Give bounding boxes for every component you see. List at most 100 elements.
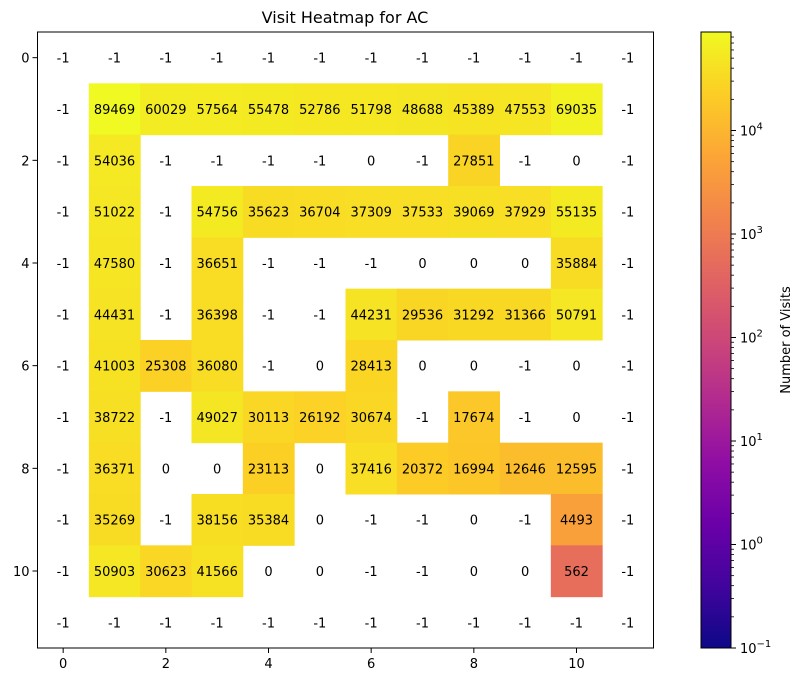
- cell-value-label: 47553: [504, 103, 545, 118]
- heatmap-cell: [140, 340, 192, 392]
- cell-value-label: -1: [621, 411, 634, 426]
- plot-frame: [37, 31, 654, 649]
- cell-value-label: 30674: [350, 411, 391, 426]
- cell-value-label: 55478: [248, 103, 289, 118]
- heatmap-cell: [448, 83, 500, 136]
- heatmap-cell: [242, 442, 295, 495]
- cell-value-label: -1: [57, 103, 70, 118]
- heatmap-cell: [550, 494, 603, 546]
- heatmap-cell: [550, 288, 603, 341]
- heatmap-cell: [140, 545, 192, 598]
- x-tick-label: 0: [59, 657, 67, 672]
- cell-value-label: -1: [416, 514, 429, 529]
- cell-value-label: 48688: [402, 103, 443, 118]
- heatmap-cell: [294, 186, 346, 238]
- cell-value-label: -1: [57, 154, 70, 169]
- cell-value-label: -1: [519, 411, 532, 426]
- cell-value-label: -1: [621, 616, 634, 631]
- cell-value-label: -1: [621, 154, 634, 169]
- colorbar-tick-label: 10−1: [740, 639, 771, 657]
- colorbar-tick-label: 103: [740, 225, 763, 243]
- cell-value-label: -1: [519, 52, 532, 67]
- heatmap-cell: [448, 134, 500, 187]
- cell-value-label: -1: [621, 257, 634, 272]
- cell-value-label: 562: [564, 565, 589, 580]
- cell-value-label: 37309: [350, 206, 391, 221]
- heatmap-cell: [191, 391, 244, 444]
- cell-value-label: 36371: [94, 462, 135, 477]
- cell-value-label: 0: [470, 360, 478, 375]
- cell-value-label: -1: [57, 257, 70, 272]
- cell-value-label: -1: [621, 462, 634, 477]
- cell-value-label: 0: [470, 565, 478, 580]
- cell-value-label: 4493: [560, 514, 593, 529]
- heatmap-cell: [345, 83, 398, 136]
- cell-value-label: -1: [519, 154, 532, 169]
- cell-value-label: 0: [572, 411, 580, 426]
- cell-value-label: 0: [316, 565, 324, 580]
- cell-value-label: -1: [621, 52, 634, 67]
- cell-value-label: -1: [570, 52, 583, 67]
- heatmap-cell: [191, 237, 244, 290]
- cell-value-label: 27851: [453, 154, 494, 169]
- colorbar-ticks: 10−1 100 101 102 103 104: [731, 36, 771, 657]
- cell-value-label: 37416: [350, 462, 391, 477]
- heatmap-cell: [242, 391, 295, 444]
- cell-value-label: 0: [316, 514, 324, 529]
- cell-value-label: 30113: [248, 411, 289, 426]
- cell-value-label: 16994: [453, 462, 494, 477]
- cell-value-label: 23113: [248, 462, 289, 477]
- heatmap-cell: [242, 494, 295, 546]
- heatmap-cell: [448, 391, 500, 444]
- cell-value-label: -1: [365, 257, 378, 272]
- cell-value-label: -1: [57, 462, 70, 477]
- cell-value-label: 0: [162, 462, 170, 477]
- cell-value-label: -1: [570, 616, 583, 631]
- cell-value-label: 0: [316, 462, 324, 477]
- heatmap-cell: [191, 83, 244, 136]
- heatmap-cell: [191, 186, 244, 238]
- heatmap-cell: [88, 340, 141, 392]
- heatmap-cell: [550, 83, 603, 136]
- heatmap-cell-labels: -1 -1 -1 -1 -1 -1 -1 -1 -1 -1 -1 -1 -1 89469 60029 5756…: [57, 52, 635, 632]
- heatmap-cell: [88, 545, 141, 598]
- cell-value-label: -1: [108, 616, 121, 631]
- cell-value-label: 35384: [248, 514, 289, 529]
- cell-value-label: -1: [262, 52, 275, 67]
- cell-value-label: -1: [159, 257, 172, 272]
- cell-value-label: 36704: [299, 206, 340, 221]
- cell-value-label: -1: [621, 514, 634, 529]
- y-tick-label: 0: [21, 52, 29, 67]
- y-tick-label: 4: [21, 257, 29, 272]
- cell-value-label: -1: [108, 52, 121, 67]
- cell-value-label: 60029: [145, 103, 186, 118]
- heatmap-cell: [499, 186, 552, 238]
- cell-value-label: -1: [262, 308, 275, 323]
- heatmap-cell: [448, 288, 500, 341]
- cell-value-label: -1: [519, 360, 532, 375]
- y-tick-label: 6: [21, 360, 29, 375]
- cell-value-label: -1: [313, 616, 326, 631]
- cell-value-label: 0: [521, 565, 529, 580]
- heatmap-cell: [345, 391, 398, 444]
- heatmap-cell: [499, 288, 552, 341]
- cell-value-label: -1: [365, 616, 378, 631]
- cell-value-label: 49027: [196, 411, 237, 426]
- heatmap-cell: [345, 186, 398, 238]
- heatmap-cell: [345, 442, 398, 495]
- heatmap-cell: [140, 83, 192, 136]
- cell-value-label: -1: [621, 103, 634, 118]
- cell-value-label: 12595: [556, 462, 597, 477]
- cell-value-label: -1: [211, 154, 224, 169]
- cell-value-label: -1: [519, 514, 532, 529]
- heatmap-cell: [396, 83, 449, 136]
- cell-value-label: 52786: [299, 103, 340, 118]
- colorbar-tick-label: 104: [740, 121, 763, 139]
- cell-value-label: 17674: [453, 411, 494, 426]
- cell-value-label: 12646: [504, 462, 545, 477]
- cell-value-label: -1: [416, 52, 429, 67]
- cell-value-label: 29536: [402, 308, 443, 323]
- cell-value-label: -1: [57, 308, 70, 323]
- heatmap-cell: [88, 288, 141, 341]
- cell-value-label: 0: [521, 257, 529, 272]
